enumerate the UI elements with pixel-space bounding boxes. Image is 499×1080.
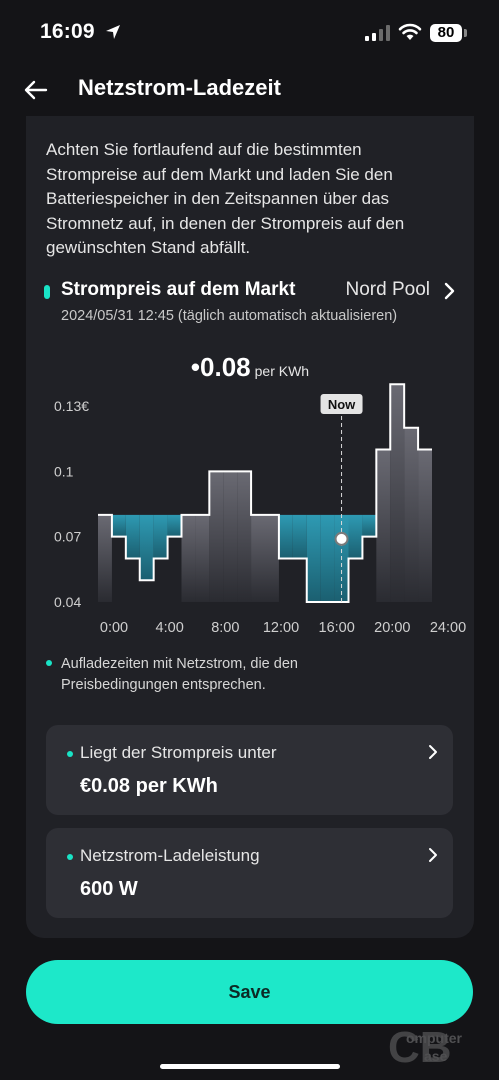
current-price: •0.08 per KWh [26, 352, 474, 383]
market-price-row[interactable]: Strompreis auf dem Markt Nord Pool [44, 276, 456, 306]
y-tick-label: 0.1 [54, 463, 74, 479]
now-label: Now [328, 397, 356, 412]
price-threshold-value: €0.08 per KWh [80, 775, 218, 797]
price-bar-below [167, 514, 182, 537]
battery-tip [464, 29, 467, 37]
legend-text: Aufladezeiten mit Netzstrom, die den Pre… [61, 656, 298, 693]
charging-power-setting[interactable]: Netzstrom-Ladeleistung 600 W [46, 828, 453, 918]
x-tick-label: 4:00 [156, 620, 184, 636]
price-bar-above [98, 514, 112, 602]
price-bar-above [195, 514, 210, 602]
battery-indicator: 80 [430, 24, 462, 42]
description-text: Achten Sie fortlaufend auf die bestimmte… [46, 140, 405, 257]
price-value: 0.08 [200, 352, 251, 382]
page-title: Netzstrom-Ladezeit [78, 75, 281, 100]
watermark-letters: CB [388, 1023, 452, 1072]
price-bar-above [265, 514, 279, 602]
watermark-line2: ase [424, 1048, 448, 1064]
price-bar-below [111, 514, 126, 537]
price-bar-above [390, 384, 405, 602]
now-price-marker [334, 531, 349, 546]
chevron-right-icon[interactable] [442, 281, 456, 301]
price-threshold-setting[interactable]: Liegt der Strompreis unter €0.08 per KWh [46, 725, 453, 815]
x-tick-label: 12:00 [263, 620, 299, 636]
price-bar-below [278, 514, 293, 559]
price-bar-above [251, 514, 265, 602]
provider-label[interactable]: Nord Pool [345, 279, 431, 300]
y-tick-label: 0.04 [54, 594, 81, 610]
market-price-title: Strompreis auf dem Markt [61, 279, 296, 300]
price-bar-above [209, 471, 224, 602]
price-bar-below [320, 514, 335, 602]
setting-dot [67, 854, 73, 860]
price-bar-above [223, 471, 238, 602]
header: Netzstrom-Ladezeit [0, 64, 499, 116]
x-tick-label: 20:00 [374, 620, 410, 636]
price-bar-above [181, 514, 196, 602]
price-threshold-label: Liegt der Strompreis unter [80, 743, 277, 762]
price-step-line [98, 383, 432, 603]
cellular-signal-icon [365, 25, 390, 41]
chevron-right-icon[interactable] [427, 743, 439, 761]
price-bar-below [348, 514, 363, 559]
section-marker [44, 285, 50, 299]
charging-power-value: 600 W [80, 878, 138, 900]
price-bar-above [237, 471, 252, 602]
computerbase-watermark: CB omputer ase [388, 1026, 492, 1070]
price-bar-below [139, 514, 154, 581]
back-arrow-icon[interactable] [22, 76, 50, 104]
price-unit: per KWh [254, 363, 310, 379]
price-bullet: • [190, 352, 201, 382]
y-tick-label: 0.13€ [54, 398, 89, 414]
save-button[interactable]: Save [26, 960, 473, 1024]
price-bar-above [418, 449, 432, 602]
charging-power-label: Netzstrom-Ladeleistung [80, 846, 260, 865]
home-indicator [160, 1064, 340, 1069]
setting-dot [67, 751, 73, 757]
update-timestamp: 2024/05/31 12:45 (täglich automatisch ak… [61, 308, 398, 324]
price-bar-below [306, 514, 321, 602]
price-bar-below [292, 514, 307, 559]
watermark-line1: omputer [406, 1030, 462, 1046]
status-time: 16:09 [40, 20, 95, 43]
x-tick-label: 0:00 [100, 620, 128, 636]
chevron-right-icon[interactable] [427, 846, 439, 864]
x-tick-label: 8:00 [211, 620, 239, 636]
x-tick-label: 24:00 [430, 620, 466, 636]
status-bar: 16:09 80 [0, 0, 499, 64]
x-tick-label: 16:00 [319, 620, 355, 636]
legend-dot [46, 660, 52, 666]
price-chart: 0.04 0.07 0.1 0.13€ 0:00 4:00 8:00 12:00 16:00 20… [54, 383, 466, 636]
price-bar-above [376, 449, 391, 602]
price-bar-above [404, 427, 419, 602]
wifi-icon [398, 23, 422, 40]
price-bar-below [153, 514, 168, 559]
main-card: Achten Sie fortlaufend auf die bestimmte… [26, 116, 474, 938]
now-badge [320, 394, 363, 414]
price-bar-below [362, 514, 377, 537]
price-bar-below [125, 514, 140, 559]
location-arrow-icon [106, 25, 120, 39]
y-tick-label: 0.07 [54, 529, 81, 545]
